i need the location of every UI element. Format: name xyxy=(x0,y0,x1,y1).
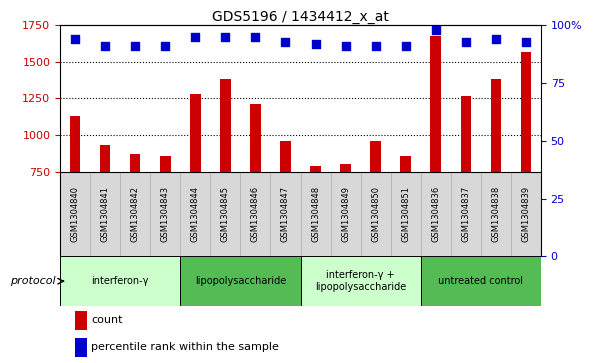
Bar xyxy=(60,256,180,306)
Text: GSM1304845: GSM1304845 xyxy=(221,186,230,242)
Point xyxy=(491,36,501,42)
Bar xyxy=(160,156,171,172)
Text: GSM1304851: GSM1304851 xyxy=(401,186,410,242)
Text: GSM1304848: GSM1304848 xyxy=(311,186,320,242)
Bar xyxy=(75,338,87,357)
Bar xyxy=(75,311,87,330)
Point xyxy=(281,39,290,45)
Bar xyxy=(340,164,351,172)
Bar xyxy=(250,103,261,172)
Bar xyxy=(300,256,421,306)
Bar xyxy=(70,116,81,172)
Text: untreated control: untreated control xyxy=(438,276,523,286)
Point xyxy=(70,36,80,42)
Bar xyxy=(130,154,141,172)
Point xyxy=(160,43,170,49)
Text: GSM1304843: GSM1304843 xyxy=(161,186,169,242)
Point xyxy=(100,43,110,49)
Text: GSM1304840: GSM1304840 xyxy=(71,186,79,242)
Text: GSM1304838: GSM1304838 xyxy=(492,186,500,242)
Text: GSM1304841: GSM1304841 xyxy=(101,186,109,242)
Bar xyxy=(490,79,501,172)
Point xyxy=(311,41,320,47)
Text: GSM1304842: GSM1304842 xyxy=(131,186,139,242)
Point xyxy=(191,34,200,40)
Point xyxy=(130,43,140,49)
Bar xyxy=(220,79,231,172)
Text: protocol: protocol xyxy=(10,276,55,286)
Point xyxy=(341,43,350,49)
Bar xyxy=(60,172,541,256)
Bar xyxy=(310,166,321,172)
Text: percentile rank within the sample: percentile rank within the sample xyxy=(91,342,279,352)
Text: lipopolysaccharide: lipopolysaccharide xyxy=(195,276,286,286)
Bar xyxy=(190,94,201,172)
Text: GSM1304844: GSM1304844 xyxy=(191,186,200,242)
Text: GSM1304847: GSM1304847 xyxy=(281,186,290,242)
Text: GSM1304839: GSM1304839 xyxy=(522,186,530,242)
Text: GSM1304846: GSM1304846 xyxy=(251,186,260,242)
Text: GSM1304849: GSM1304849 xyxy=(341,186,350,242)
Bar xyxy=(421,256,541,306)
Point xyxy=(521,39,531,45)
Title: GDS5196 / 1434412_x_at: GDS5196 / 1434412_x_at xyxy=(212,11,389,24)
Text: GSM1304836: GSM1304836 xyxy=(432,186,440,242)
Point xyxy=(431,27,441,33)
Point xyxy=(221,34,230,40)
Point xyxy=(371,43,380,49)
Text: interferon-γ +
lipopolysaccharide: interferon-γ + lipopolysaccharide xyxy=(315,270,406,292)
Bar xyxy=(280,141,291,172)
Bar xyxy=(100,144,111,172)
Text: GSM1304850: GSM1304850 xyxy=(371,186,380,242)
Bar xyxy=(370,141,381,172)
Bar xyxy=(430,36,441,172)
Text: count: count xyxy=(91,315,123,326)
Point xyxy=(401,43,410,49)
Bar xyxy=(180,256,300,306)
Point xyxy=(461,39,471,45)
Text: GSM1304837: GSM1304837 xyxy=(462,186,470,242)
Point xyxy=(251,34,260,40)
Bar xyxy=(520,52,531,172)
Bar xyxy=(460,95,471,172)
Bar xyxy=(400,156,411,172)
Text: interferon-γ: interferon-γ xyxy=(91,276,149,286)
